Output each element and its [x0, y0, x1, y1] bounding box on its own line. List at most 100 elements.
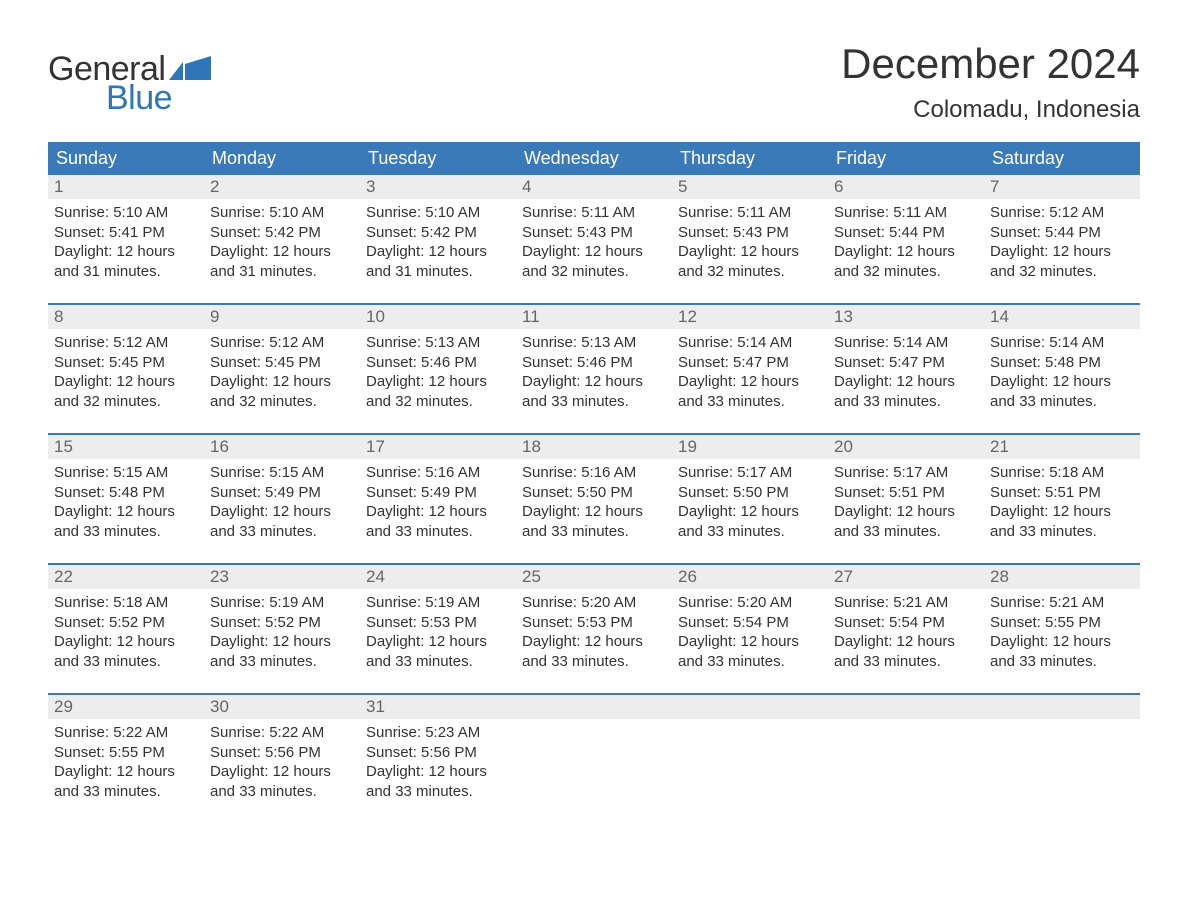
daylight-line: Daylight: 12 hours and 32 minutes. [210, 372, 354, 411]
day-number: 31 [366, 697, 385, 716]
daylight-line: Daylight: 12 hours and 33 minutes. [522, 372, 666, 411]
day-body: Sunrise: 5:16 AMSunset: 5:50 PMDaylight:… [516, 459, 672, 545]
sunset-line: Sunset: 5:43 PM [678, 223, 822, 243]
sunset-line: Sunset: 5:56 PM [366, 743, 510, 763]
sunset-line: Sunset: 5:46 PM [522, 353, 666, 373]
day-number: 23 [210, 567, 229, 586]
day-body: Sunrise: 5:13 AMSunset: 5:46 PMDaylight:… [516, 329, 672, 415]
day-number: 19 [678, 437, 697, 456]
sunrise-line: Sunrise: 5:22 AM [210, 723, 354, 743]
sunset-line: Sunset: 5:50 PM [522, 483, 666, 503]
sunrise-line: Sunrise: 5:20 AM [678, 593, 822, 613]
day-number-row: 24 [360, 565, 516, 589]
sunset-line: Sunset: 5:42 PM [210, 223, 354, 243]
day-body: Sunrise: 5:23 AMSunset: 5:56 PMDaylight:… [360, 719, 516, 805]
day-number: 7 [990, 177, 999, 196]
daylight-line: Daylight: 12 hours and 33 minutes. [678, 502, 822, 541]
week-row: 8Sunrise: 5:12 AMSunset: 5:45 PMDaylight… [48, 303, 1140, 423]
sunset-line: Sunset: 5:49 PM [210, 483, 354, 503]
sunrise-line: Sunrise: 5:16 AM [366, 463, 510, 483]
daylight-line: Daylight: 12 hours and 33 minutes. [990, 502, 1134, 541]
day-body: Sunrise: 5:22 AMSunset: 5:55 PMDaylight:… [48, 719, 204, 805]
day-number: 15 [54, 437, 73, 456]
sunrise-line: Sunrise: 5:10 AM [366, 203, 510, 223]
sunrise-line: Sunrise: 5:21 AM [990, 593, 1134, 613]
day-cell: 8Sunrise: 5:12 AMSunset: 5:45 PMDaylight… [48, 305, 204, 423]
location-label: Colomadu, Indonesia [841, 96, 1140, 124]
day-body: Sunrise: 5:15 AMSunset: 5:48 PMDaylight:… [48, 459, 204, 545]
day-number: 14 [990, 307, 1009, 326]
day-number-row: 27 [828, 565, 984, 589]
sunset-line: Sunset: 5:46 PM [366, 353, 510, 373]
day-body: Sunrise: 5:13 AMSunset: 5:46 PMDaylight:… [360, 329, 516, 415]
day-body: Sunrise: 5:11 AMSunset: 5:43 PMDaylight:… [516, 199, 672, 285]
daylight-line: Daylight: 12 hours and 33 minutes. [366, 762, 510, 801]
sunset-line: Sunset: 5:45 PM [54, 353, 198, 373]
daylight-line: Daylight: 12 hours and 32 minutes. [678, 242, 822, 281]
day-number-row: 11 [516, 305, 672, 329]
daylight-line: Daylight: 12 hours and 32 minutes. [54, 372, 198, 411]
day-number-row: 19 [672, 435, 828, 459]
sunrise-line: Sunrise: 5:11 AM [522, 203, 666, 223]
day-number: 12 [678, 307, 697, 326]
week-row: 1Sunrise: 5:10 AMSunset: 5:41 PMDaylight… [48, 175, 1140, 293]
logo-text-blue: Blue [106, 79, 211, 118]
day-body: Sunrise: 5:11 AMSunset: 5:43 PMDaylight:… [672, 199, 828, 285]
sunrise-line: Sunrise: 5:17 AM [834, 463, 978, 483]
sunset-line: Sunset: 5:45 PM [210, 353, 354, 373]
daylight-line: Daylight: 12 hours and 33 minutes. [210, 762, 354, 801]
day-cell: 11Sunrise: 5:13 AMSunset: 5:46 PMDayligh… [516, 305, 672, 423]
day-cell: 9Sunrise: 5:12 AMSunset: 5:45 PMDaylight… [204, 305, 360, 423]
day-cell: 29Sunrise: 5:22 AMSunset: 5:55 PMDayligh… [48, 695, 204, 813]
day-cell: 15 Sunrise: 5:15 AMSunset: 5:48 PMDayligh… [48, 435, 204, 553]
sunset-line: Sunset: 5:43 PM [522, 223, 666, 243]
sunset-line: Sunset: 5:44 PM [834, 223, 978, 243]
day-number-row: 4 [516, 175, 672, 199]
day-number: 16 [210, 437, 229, 456]
day-number-row: 8 [48, 305, 204, 329]
daylight-line: Daylight: 12 hours and 33 minutes. [210, 632, 354, 671]
sunrise-line: Sunrise: 5:18 AM [54, 593, 198, 613]
day-number-row: 18 [516, 435, 672, 459]
daylight-line: Daylight: 12 hours and 33 minutes. [522, 632, 666, 671]
daylight-line: Daylight: 12 hours and 32 minutes. [834, 242, 978, 281]
day-body: Sunrise: 5:14 AMSunset: 5:47 PMDaylight:… [672, 329, 828, 415]
day-number-row: . [672, 695, 828, 719]
daylight-line: Daylight: 12 hours and 33 minutes. [54, 632, 198, 671]
day-number: 6 [834, 177, 843, 196]
day-body: Sunrise: 5:15 AMSunset: 5:49 PMDaylight:… [204, 459, 360, 545]
day-cell: 26Sunrise: 5:20 AMSunset: 5:54 PMDayligh… [672, 565, 828, 683]
day-cell: 21Sunrise: 5:18 AMSunset: 5:51 PMDayligh… [984, 435, 1140, 553]
daylight-line: Daylight: 12 hours and 33 minutes. [210, 502, 354, 541]
day-body: Sunrise: 5:12 AMSunset: 5:45 PMDaylight:… [48, 329, 204, 415]
sunset-line: Sunset: 5:54 PM [834, 613, 978, 633]
sunset-line: Sunset: 5:48 PM [990, 353, 1134, 373]
day-cell: 31 Sunrise: 5:23 AMSunset: 5:56 PMDayligh… [360, 695, 516, 813]
day-cell: 19Sunrise: 5:17 AMSunset: 5:50 PMDayligh… [672, 435, 828, 553]
day-body: Sunrise: 5:20 AMSunset: 5:53 PMDaylight:… [516, 589, 672, 675]
day-number-row: 31 [360, 695, 516, 719]
sunset-line: Sunset: 5:55 PM [990, 613, 1134, 633]
day-cell: . [828, 695, 984, 813]
daylight-line: Daylight: 12 hours and 32 minutes. [366, 372, 510, 411]
day-number: 28 [990, 567, 1009, 586]
sunset-line: Sunset: 5:56 PM [210, 743, 354, 763]
day-number-row: 13 [828, 305, 984, 329]
sunset-line: Sunset: 5:42 PM [366, 223, 510, 243]
day-number: 26 [678, 567, 697, 586]
sunset-line: Sunset: 5:52 PM [54, 613, 198, 633]
day-number: 22 [54, 567, 73, 586]
day-number-row: 25 [516, 565, 672, 589]
day-body: Sunrise: 5:12 AMSunset: 5:45 PMDaylight:… [204, 329, 360, 415]
day-body: Sunrise: 5:19 AMSunset: 5:53 PMDaylight:… [360, 589, 516, 675]
sunrise-line: Sunrise: 5:13 AM [366, 333, 510, 353]
day-number: 4 [522, 177, 531, 196]
sunrise-line: Sunrise: 5:15 AM [54, 463, 198, 483]
day-number-row: 7 [984, 175, 1140, 199]
daylight-line: Daylight: 12 hours and 33 minutes. [678, 632, 822, 671]
day-number-row: . [516, 695, 672, 719]
day-body: Sunrise: 5:14 AMSunset: 5:48 PMDaylight:… [984, 329, 1140, 415]
day-number: 1 [54, 177, 63, 196]
day-cell: 2Sunrise: 5:10 AMSunset: 5:42 PMDaylight… [204, 175, 360, 293]
day-body: Sunrise: 5:11 AMSunset: 5:44 PMDaylight:… [828, 199, 984, 285]
